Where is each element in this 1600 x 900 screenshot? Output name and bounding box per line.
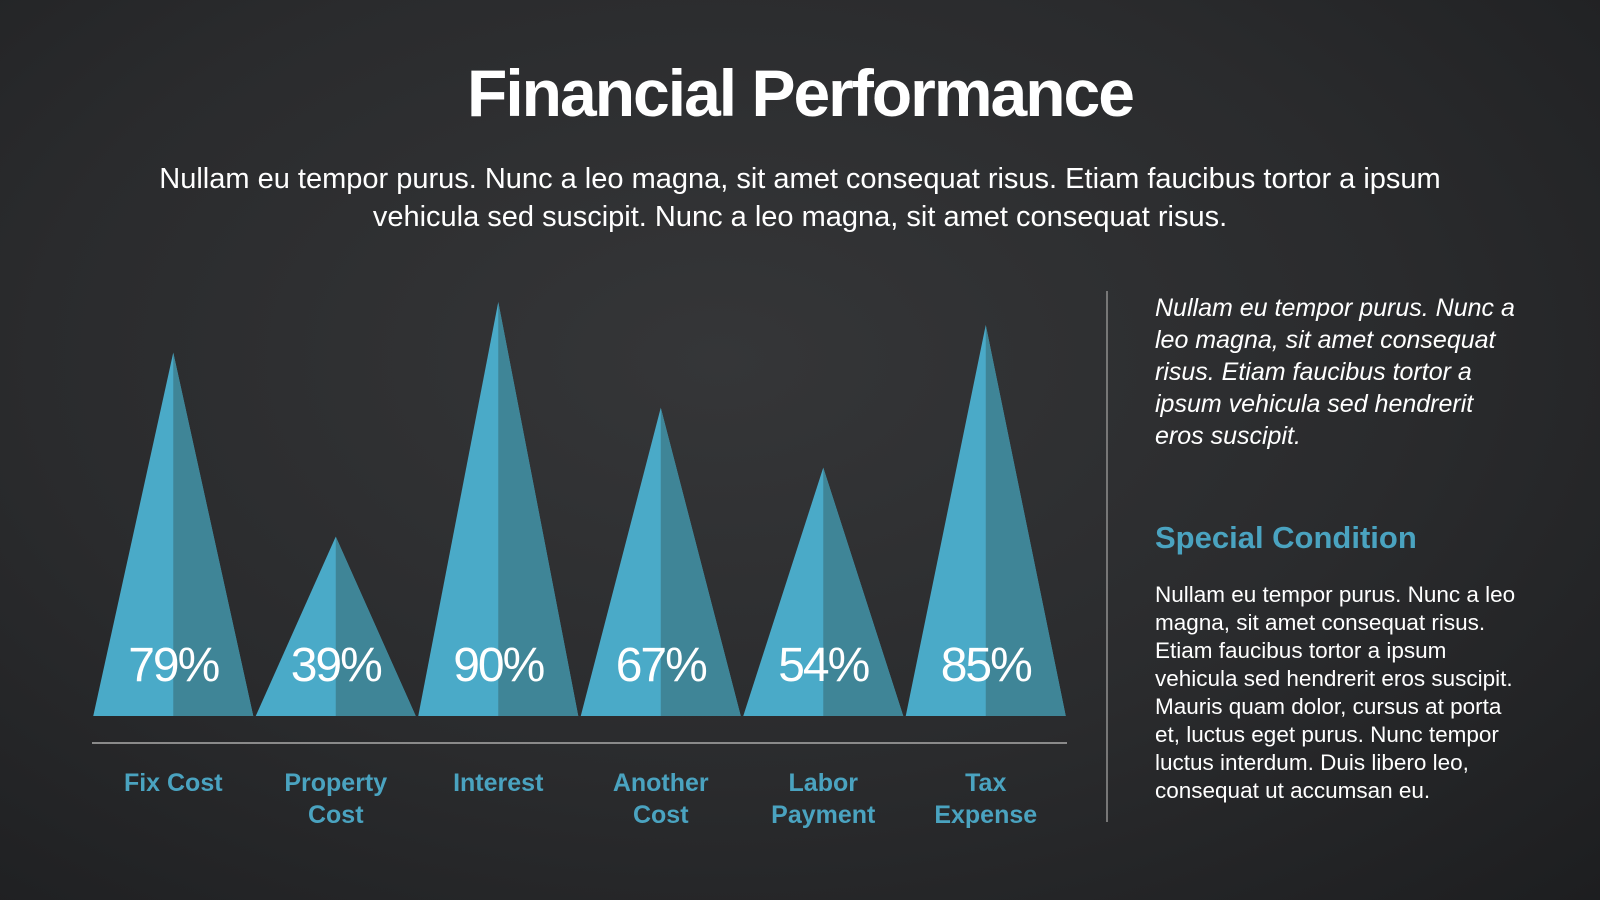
pyramid-shade (498, 302, 579, 716)
value-label: 54% (778, 639, 870, 692)
sidebar-quote: Nullam eu tempor purus. Nunc a leo magna… (1155, 294, 1515, 450)
x-tick-label: Property Cost (284, 769, 388, 829)
sidebar-heading: Special Condition (1155, 520, 1417, 555)
title: Financial Performance (467, 56, 1135, 130)
x-tick-label: Interest (453, 769, 544, 797)
pyramid-shade (335, 536, 416, 716)
sidebar-body: Nullam eu tempor purus. Nunc a leo magna… (1155, 582, 1516, 803)
value-label: 67% (615, 639, 708, 692)
pyramid-shade (823, 467, 904, 716)
pyramid-shade (660, 407, 741, 716)
x-tick-label: Another Cost (612, 769, 709, 829)
x-tick-label: Tax Expense (934, 769, 1038, 829)
value-label: 90% (453, 639, 545, 692)
value-label: 39% (290, 639, 383, 692)
value-label: 79% (128, 639, 220, 692)
value-label: 85% (940, 639, 1033, 692)
pyramid-shade (173, 352, 254, 716)
subtitle: Nullam eu tempor purus. Nunc a leo magna… (159, 163, 1441, 233)
pyramid-shade (985, 325, 1066, 716)
x-tick-label: Labor Payment (771, 769, 876, 829)
x-tick-label: Fix Cost (123, 769, 223, 797)
